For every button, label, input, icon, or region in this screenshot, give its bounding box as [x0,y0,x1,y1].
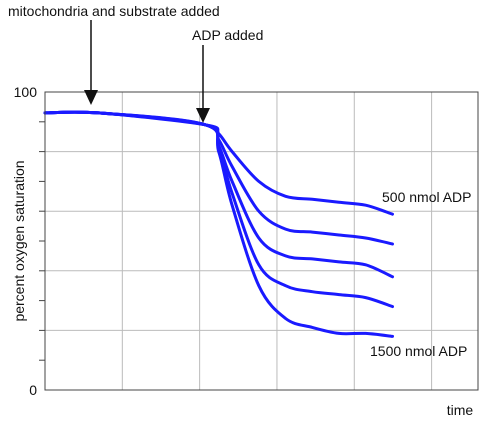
y-axis-label: percent oxygen saturation [11,160,27,321]
y-tick-label-bottom: 0 [29,382,37,398]
series-label-1500: 1500 nmol ADP [370,343,467,359]
series-line-5 [43,110,394,338]
series-group [43,110,394,338]
arrow-mitochondria [84,20,98,105]
y-tick-label-top: 100 [14,84,38,100]
series-line-1 [43,110,394,216]
y-minor-ticks [39,121,45,361]
x-axis-label: time [447,402,474,418]
annotation-mitochondria: mitochondria and substrate added [8,3,220,19]
annotation-adp: ADP added [192,27,263,43]
series-label-500: 500 nmol ADP [382,189,472,205]
plot-frame [44,91,479,391]
arrow-adp [196,45,210,123]
